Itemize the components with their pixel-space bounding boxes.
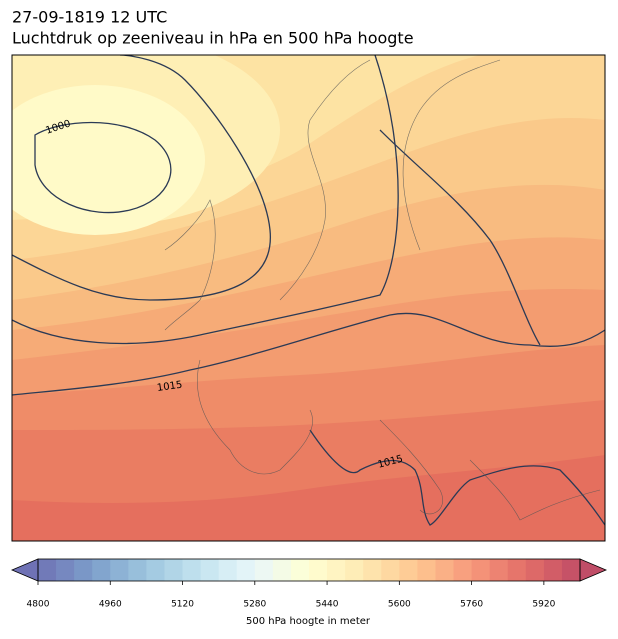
- colorbar-box: [38, 559, 57, 581]
- colorbar-box: [525, 559, 545, 581]
- colorbar-box: [218, 559, 238, 581]
- colorbar-box: [164, 559, 184, 581]
- colorbar-box: [272, 559, 292, 581]
- colorbar-tick-label: 5280: [243, 600, 266, 610]
- colorbar-box: [56, 559, 75, 581]
- colorbar-box: [507, 559, 527, 581]
- colorbar-tick-label: 5920: [532, 600, 555, 610]
- colorbar-box: [345, 559, 364, 581]
- colorbar-box: [254, 559, 274, 581]
- colorbar-box: [381, 559, 400, 581]
- map: [12, 55, 605, 541]
- colorbar-box: [309, 559, 328, 581]
- colorbar-box: [146, 559, 165, 581]
- colorbar-tick-label: 4800: [27, 600, 50, 610]
- colorbar-box: [417, 559, 436, 581]
- colorbar-box: [399, 559, 418, 581]
- colorbar-tick-label: 4960: [99, 600, 122, 610]
- colorbar-box: [453, 559, 473, 581]
- colorbar-box: [110, 559, 129, 581]
- colorbar-box: [471, 559, 491, 581]
- colorbar: 4800 4960 5120 5280 5440 5600 5760 5920: [10, 558, 608, 610]
- colorbar-box: [543, 559, 563, 581]
- colorbar-box: [327, 559, 346, 581]
- colorbar-box: [74, 559, 93, 581]
- colorbar-extend-low: [10, 558, 39, 582]
- map-title: Luchtdruk op zeeniveau in hPa en 500 hPa…: [12, 29, 414, 48]
- colorbar-box: [200, 559, 220, 581]
- map-frame: [11, 54, 606, 542]
- colorbar-tick-label: 5440: [316, 600, 339, 610]
- colorbar-box: [561, 559, 581, 581]
- coastlines: [164, 59, 601, 521]
- colorbar-extend-high: [579, 558, 608, 582]
- colorbar-box: [128, 559, 147, 581]
- colorbar-box: [363, 559, 382, 581]
- colorbar-box: [236, 559, 256, 581]
- colorbar-tick-label: 5600: [388, 600, 411, 610]
- colorbar-box: [92, 559, 111, 581]
- colorbar-box: [489, 559, 509, 581]
- isobars: [12, 55, 605, 526]
- colorbar-box: [290, 559, 310, 581]
- colorbar-tick-label: 5760: [460, 600, 483, 610]
- colorbar-box: [182, 559, 202, 581]
- colorbar-tick-label: 5120: [171, 600, 194, 610]
- colorbar-box: [435, 559, 455, 581]
- contour-label: 1015: [156, 380, 183, 394]
- colorbar-label: 500 hPa hoogte in meter: [246, 616, 371, 627]
- map-date: 27-09-1819 12 UTC: [12, 8, 167, 27]
- colorbar-frame: [37, 558, 581, 582]
